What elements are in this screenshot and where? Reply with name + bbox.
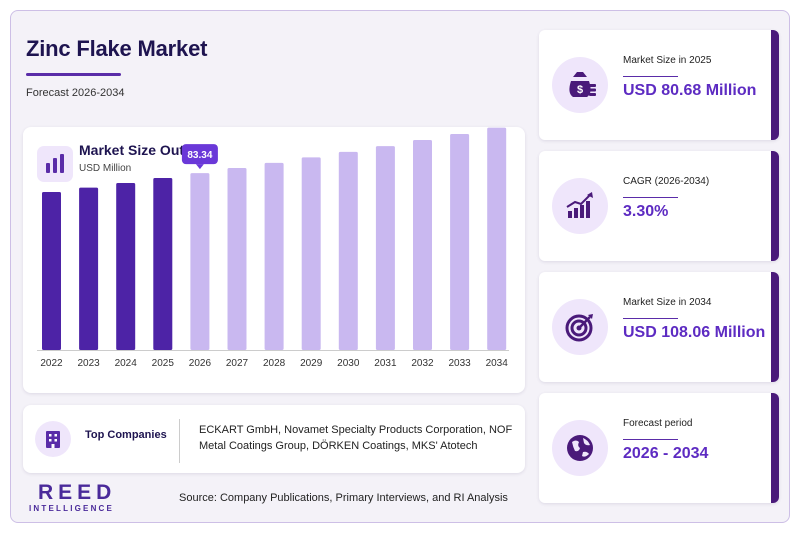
stat-value: USD 80.68 Million — [623, 82, 757, 99]
money-bag-icon: $ — [552, 57, 608, 113]
stat-label: Market Size in 2025 — [623, 55, 712, 66]
stat-divider — [623, 318, 678, 319]
x-tick-label: 2022 — [40, 358, 63, 369]
card-accent — [771, 272, 779, 382]
divider — [179, 419, 180, 463]
x-tick-label: 2026 — [189, 358, 212, 369]
card-accent — [771, 393, 779, 503]
chart-unit: USD Million — [79, 163, 132, 174]
card-accent — [771, 151, 779, 261]
source-note: Source: Company Publications, Primary In… — [179, 492, 508, 504]
target-icon — [552, 299, 608, 355]
bar-2023 — [79, 187, 99, 350]
bar-2026 — [190, 173, 210, 350]
bar-2032 — [413, 140, 432, 350]
data-label-callout: 83.34 — [181, 144, 218, 170]
card-accent — [771, 30, 779, 140]
growth-chart-icon — [552, 178, 608, 234]
x-tick-label: 2028 — [263, 358, 286, 369]
bar-2029 — [301, 157, 321, 350]
stat-value: 2026 - 2034 — [623, 445, 709, 462]
logo-tagline: INTELLIGENCE — [29, 504, 115, 513]
stat-value: 3.30% — [623, 203, 669, 220]
x-tick-label: 2031 — [374, 358, 397, 369]
bar-2030 — [338, 151, 358, 350]
stat-card-market-size-2034: Market Size in 2034 USD 108.06 Million — [539, 272, 779, 382]
x-tick-label: 2030 — [337, 358, 360, 369]
bar-2034 — [487, 127, 507, 351]
globe-icon — [552, 420, 608, 476]
bar-2022 — [42, 192, 61, 350]
stat-card-forecast-period: Forecast period 2026 - 2034 — [539, 393, 779, 503]
top-companies-label: Top Companies — [85, 429, 167, 441]
stat-label: Market Size in 2034 — [623, 297, 712, 308]
x-tick-label: 2023 — [77, 358, 100, 369]
bar-2033 — [450, 133, 470, 350]
data-label: 83.34 — [187, 150, 212, 161]
stat-card-cagr: CAGR (2026-2034) 3.30% — [539, 151, 779, 261]
x-tick-label: 2034 — [486, 358, 509, 369]
bar-chart-icon — [37, 146, 73, 182]
x-tick-label: 2025 — [152, 358, 175, 369]
logo-wordmark: REED — [38, 481, 117, 504]
x-tick-label: 2032 — [411, 358, 434, 369]
stat-label: Forecast period — [623, 418, 693, 429]
bar-2031 — [375, 146, 395, 350]
stat-value: USD 108.06 Million — [623, 324, 766, 341]
stat-divider — [623, 76, 678, 77]
stat-divider — [623, 439, 678, 440]
callout-pointer — [195, 164, 204, 170]
title-underline — [26, 73, 121, 76]
bar-2027 — [227, 168, 247, 350]
stat-label: CAGR (2026-2034) — [623, 176, 710, 187]
x-tick-label: 2029 — [300, 358, 323, 369]
top-companies-card: Top Companies ECKART GmbH, Novamet Speci… — [23, 405, 525, 473]
x-tick-label: 2033 — [448, 358, 471, 369]
market-size-chart-card: Market Size Outlook USD Million 2022 2023… — [23, 127, 525, 393]
bar-2028 — [264, 162, 284, 350]
x-tick-label: 2024 — [115, 358, 138, 369]
callout-box — [181, 144, 218, 165]
top-companies-list: ECKART GmbH, Novamet Specialty Products … — [199, 424, 513, 452]
page-subtitle: Forecast 2026-2034 — [26, 87, 125, 99]
building-icon — [35, 421, 71, 457]
x-tick-label: 2027 — [226, 358, 249, 369]
bar-2024 — [116, 182, 136, 350]
page-title: Zinc Flake Market — [26, 36, 208, 61]
bar-chart: 2022 2023 2024 2025 2026 2027 2028 2029 2030 2031… — [37, 127, 509, 369]
chart-title: Market Size Outlook — [79, 142, 213, 158]
stat-card-market-size-2025: $ Market Size in 2025 USD 80.68 Million — [539, 30, 779, 140]
svg-text:$: $ — [577, 84, 583, 96]
bar-2025 — [153, 178, 173, 350]
stat-divider — [623, 197, 678, 198]
